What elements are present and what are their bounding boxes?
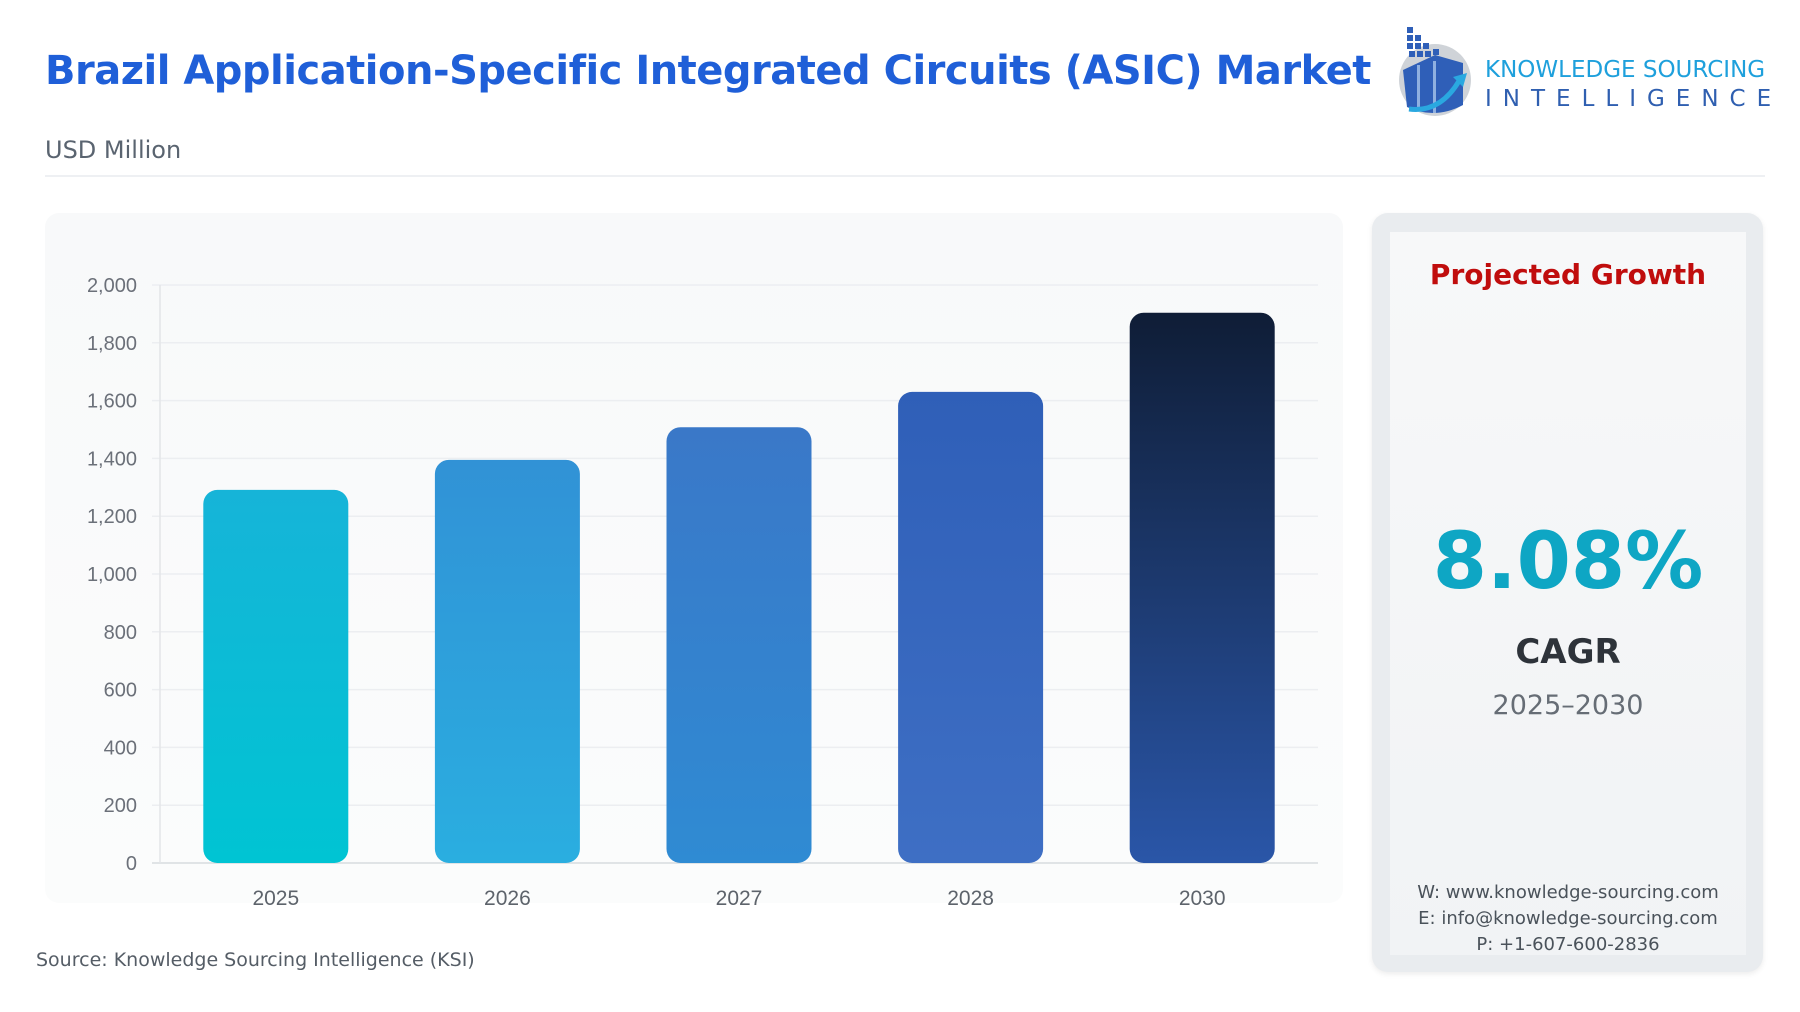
page-title: Brazil Application-Specific Integrated C… — [45, 48, 1371, 94]
y-tick-label: 400 — [104, 737, 137, 759]
bar-chart-arrow-logo-icon — [1399, 27, 1471, 116]
x-tick-label: 2027 — [716, 887, 763, 910]
contact-email[interactable]: E: info@knowledge-sourcing.com — [1418, 908, 1718, 929]
bar-2026 — [434, 459, 580, 863]
cagr-label: CAGR — [1515, 632, 1621, 672]
y-tick-label: 800 — [104, 622, 137, 644]
logo-text-line1: KNOWLEDGE SOURCING — [1485, 57, 1766, 83]
bar-2025 — [203, 489, 349, 863]
source-note: Source: Knowledge Sourcing Intelligence … — [36, 949, 475, 971]
x-tick-label: 2025 — [252, 887, 299, 910]
y-tick-label: 1,400 — [87, 448, 137, 470]
y-tick-label: 1,200 — [87, 506, 137, 528]
x-tick-label: 2026 — [484, 887, 531, 910]
company-logo: KNOWLEDGE SOURCING INTELLIGENCE — [1395, 25, 1771, 120]
x-tick-label: 2030 — [1179, 887, 1226, 910]
cagr-period: 2025–2030 — [1492, 690, 1644, 721]
contact-phone: P: +1-607-600-2836 — [1476, 934, 1660, 955]
logo-text-line2: INTELLIGENCE — [1485, 86, 1783, 112]
y-tick-label: 200 — [104, 795, 137, 817]
projected-growth-panel: Projected Growth 8.08% CAGR 2025–2030 W:… — [1372, 213, 1763, 972]
y-tick-label: 1,600 — [87, 391, 137, 413]
unit-label: USD Million — [45, 136, 182, 164]
projected-growth-heading: Projected Growth — [1429, 258, 1707, 291]
x-tick-label: 2028 — [947, 887, 994, 910]
y-tick-label: 0 — [126, 853, 137, 875]
bar-2030 — [1129, 312, 1275, 863]
y-tick-label: 600 — [104, 680, 137, 702]
projected-growth-card: Projected Growth 8.08% CAGR 2025–2030 W:… — [1390, 232, 1746, 955]
y-tick-label: 1,800 — [87, 333, 137, 355]
bar-2027 — [666, 427, 812, 863]
bar-2028 — [898, 391, 1044, 863]
contact-website[interactable]: W: www.knowledge-sourcing.com — [1417, 882, 1719, 903]
cagr-value: 8.08% — [1432, 517, 1704, 607]
y-tick-label: 2,000 — [87, 275, 137, 297]
y-tick-label: 1,000 — [87, 564, 137, 586]
header-divider — [45, 175, 1765, 177]
